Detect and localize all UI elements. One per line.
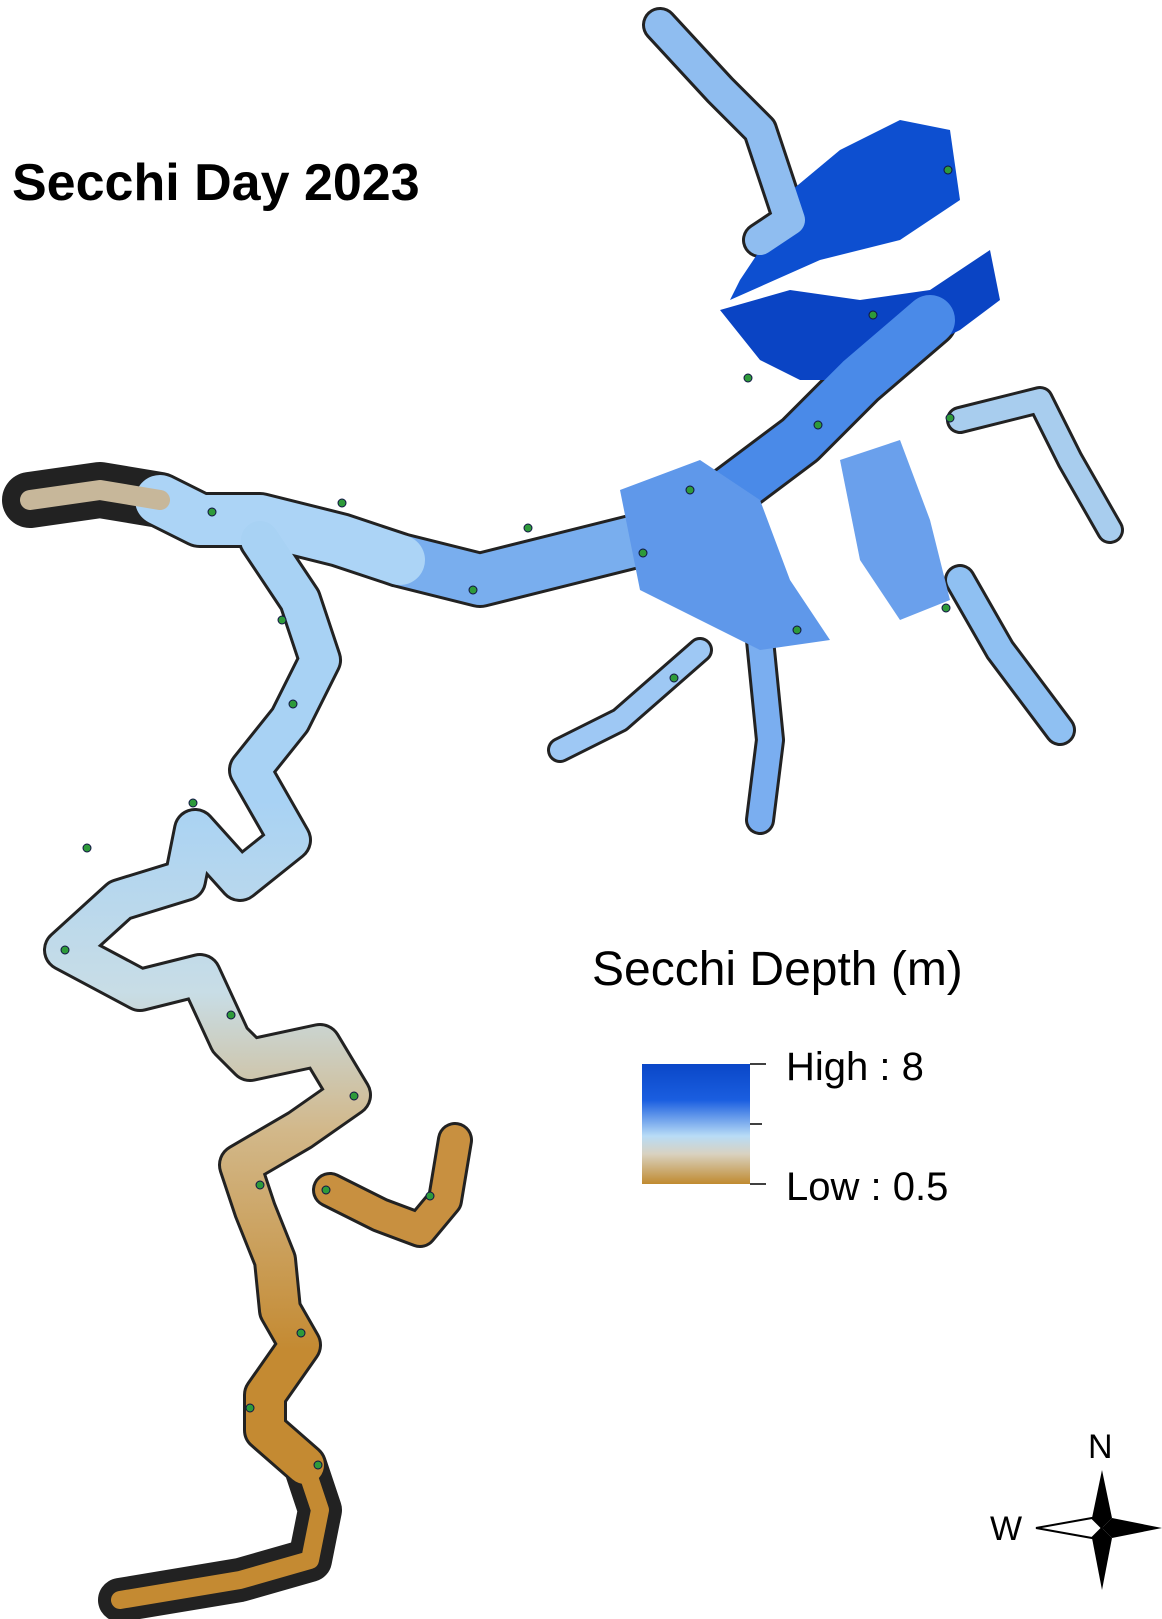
legend-title: Secchi Depth (m) — [592, 943, 963, 996]
legend-high-label: High : 8 — [786, 1045, 924, 1089]
compass-north: N — [1088, 1428, 1113, 1466]
compass-star — [1092, 1528, 1112, 1590]
compass-star — [1102, 1518, 1162, 1538]
legend-ramp — [642, 1064, 750, 1184]
compass-west: W — [990, 1510, 1022, 1548]
compass: N W — [990, 1428, 1162, 1590]
map: Secchi Day 2023 Secchi Depth (m) High : … — [0, 0, 1162, 1619]
legend-low-label: Low : 0.5 — [786, 1165, 948, 1209]
lake — [30, 25, 1110, 1600]
map-title: Secchi Day 2023 — [12, 154, 420, 212]
compass-star — [1036, 1518, 1102, 1538]
page: {"map": {"title": "Secchi Day 2023", "le… — [0, 0, 1162, 1619]
compass-star — [1092, 1470, 1112, 1528]
legend: Secchi Depth (m) High : 8 Low : 0.5 — [592, 943, 963, 1209]
